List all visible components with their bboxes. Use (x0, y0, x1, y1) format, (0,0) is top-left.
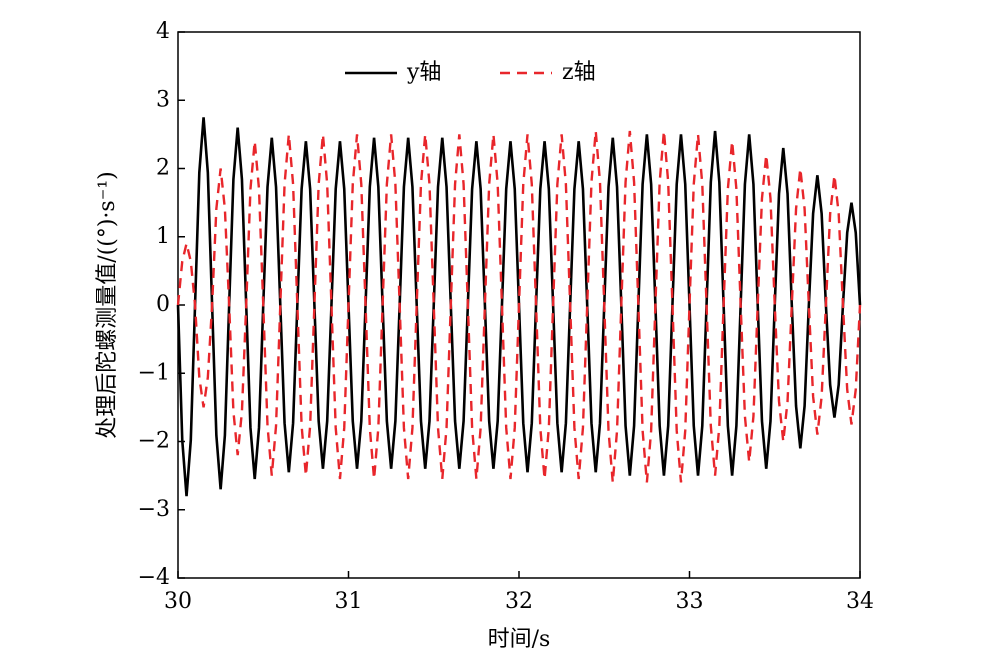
y-tick-label: −1 (138, 360, 170, 385)
y-tick-label: −4 (138, 565, 170, 590)
x-tick-label: 31 (335, 589, 363, 614)
y-tick-label: 0 (156, 292, 170, 317)
y-tick-label: −3 (138, 497, 170, 522)
y-axis-label: 处理后陀螺测量值/((°)·s⁻¹) (95, 171, 120, 438)
y-tick-label: 4 (156, 19, 170, 44)
legend-label: z轴 (562, 60, 596, 85)
y-tick-label: 2 (156, 156, 170, 181)
y-tick-label: −2 (138, 429, 170, 454)
x-tick-label: 33 (676, 589, 704, 614)
x-tick-label: 34 (846, 589, 874, 614)
y-tick-label: 3 (156, 87, 170, 112)
line-series (176, 130, 862, 483)
y-tick-label: 1 (156, 224, 170, 249)
x-tick-label: 30 (164, 589, 192, 614)
x-axis-label: 时间/s (488, 627, 551, 652)
x-tick-label: 32 (505, 589, 533, 614)
legend-label: y轴 (406, 60, 441, 85)
